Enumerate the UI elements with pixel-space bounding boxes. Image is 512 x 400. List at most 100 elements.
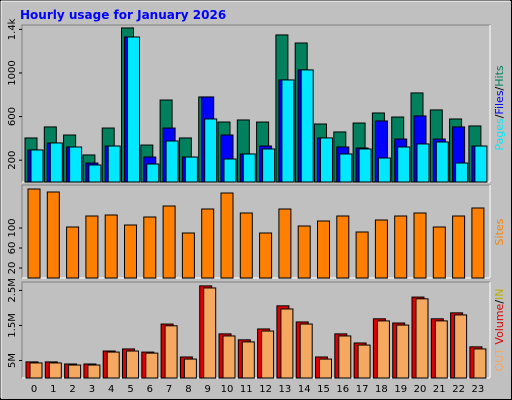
bar <box>107 145 121 183</box>
legend-entry: IN <box>493 288 506 299</box>
legend-entry: Pages <box>493 118 506 151</box>
x-tick-label: 5 <box>127 384 133 395</box>
bar <box>165 140 179 183</box>
x-tick-label: 13 <box>279 384 292 395</box>
x-tick-label: 0 <box>31 384 37 395</box>
legend: Pages/Files/Hits <box>493 65 506 151</box>
y-tick-label: 200 <box>7 151 18 170</box>
legend: Sites <box>493 218 506 245</box>
bar <box>104 214 118 279</box>
bar <box>69 146 83 183</box>
bar <box>474 145 488 183</box>
bar <box>242 153 256 183</box>
bar <box>297 225 311 279</box>
bar <box>88 164 102 183</box>
bar <box>338 335 352 379</box>
bar <box>46 191 60 279</box>
bar <box>336 215 350 279</box>
bar <box>376 320 390 379</box>
bar <box>106 351 120 379</box>
bar <box>355 231 369 279</box>
y-tick-label: 5M <box>7 353 18 368</box>
bar <box>319 358 332 379</box>
bar <box>85 215 99 279</box>
x-tick-label: 10 <box>221 384 234 395</box>
bar <box>455 162 469 183</box>
bar <box>203 287 217 379</box>
bar <box>452 215 466 279</box>
x-tick-label: 6 <box>147 384 153 395</box>
bar <box>124 224 137 279</box>
legend-separator: / <box>493 300 506 304</box>
bar <box>87 364 101 379</box>
bar <box>220 192 234 279</box>
bar <box>145 352 159 379</box>
bar <box>162 205 176 279</box>
bar <box>434 320 448 379</box>
legend-separator: / <box>493 86 506 90</box>
y-tick-label: 20 <box>7 262 18 275</box>
bar <box>223 158 237 183</box>
legend-separator: / <box>493 114 506 118</box>
x-tick-label: 18 <box>375 384 388 395</box>
bar <box>435 141 449 183</box>
bar <box>27 188 41 279</box>
bar <box>454 314 468 379</box>
y-tick-label: 1.5M <box>7 313 18 338</box>
y-tick-label: 1000 <box>7 60 18 85</box>
bar <box>394 215 408 279</box>
y-tick-label: 100 <box>7 218 18 237</box>
bar <box>184 156 198 183</box>
legend: OUT Volume/IN <box>493 288 506 371</box>
x-tick-label: 7 <box>166 384 172 395</box>
bar <box>146 163 160 183</box>
bar <box>416 143 430 183</box>
x-tick-label: 17 <box>356 384 369 395</box>
bar <box>181 232 195 279</box>
legend-entry: Sites <box>493 218 506 245</box>
bar <box>281 79 295 183</box>
bar <box>201 208 215 279</box>
x-tick-label: 9 <box>205 384 211 395</box>
bar <box>415 298 429 379</box>
bar <box>261 330 275 379</box>
bar <box>68 364 82 379</box>
bar <box>48 362 62 379</box>
x-tick-label: 11 <box>240 384 253 395</box>
x-tick-label: 22 <box>452 384 465 395</box>
bar <box>413 212 427 279</box>
y-tick-label: 600 <box>7 107 18 126</box>
bar <box>183 358 197 379</box>
x-tick-label: 20 <box>414 384 427 395</box>
bar <box>143 216 157 279</box>
bar <box>397 146 411 183</box>
x-tick-label: 15 <box>317 384 330 395</box>
bar <box>320 137 333 183</box>
x-tick-label: 4 <box>108 384 114 395</box>
panel <box>21 184 491 279</box>
bar <box>300 69 314 183</box>
legend-entry: OUT <box>493 348 506 372</box>
bar <box>317 220 330 279</box>
bar <box>127 36 140 183</box>
legend-entry: Volume <box>493 303 506 344</box>
bar <box>278 208 292 279</box>
bar <box>239 212 253 279</box>
bar <box>222 335 236 379</box>
bar <box>262 148 276 183</box>
legend-entry: Hits <box>493 65 506 87</box>
bar <box>473 348 487 379</box>
x-tick-label: 23 <box>472 384 485 395</box>
y-tick-label: 2.5M <box>7 278 18 303</box>
bar <box>280 308 294 379</box>
bar <box>358 148 372 183</box>
x-tick-label: 12 <box>259 384 272 395</box>
bar <box>432 226 446 279</box>
x-tick-label: 21 <box>433 384 446 395</box>
x-tick-label: 19 <box>394 384 407 395</box>
x-tick-label: 1 <box>50 384 56 395</box>
y-tick-label: 1.4k <box>7 18 18 40</box>
bar <box>339 153 353 183</box>
chart-title: Hourly usage for January 2026 <box>20 8 226 22</box>
x-tick-label: 3 <box>89 384 95 395</box>
